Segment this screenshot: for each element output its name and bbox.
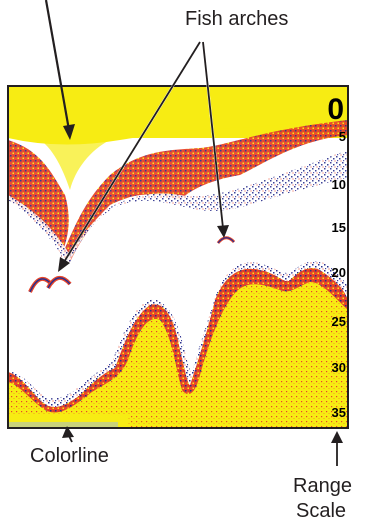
- range-tick-label: 25: [332, 314, 346, 329]
- range-tick-label: 35: [332, 405, 346, 420]
- callout-arrows: [44, 0, 343, 466]
- range-scale-label-line1: Range: [293, 475, 352, 497]
- range-scale: 0 5 10 15 20 25 30 35: [327, 93, 346, 420]
- range-tick-label: 15: [332, 220, 346, 235]
- surface-arrow: [44, 0, 71, 131]
- sonar-screen: [8, 86, 348, 428]
- fish-arch-arrow-left: [63, 41, 201, 263]
- range-scale-label-line2: Scale: [296, 500, 347, 522]
- range-tick-label: 10: [332, 177, 346, 192]
- fish-arch-arrow-right: [202, 41, 224, 229]
- range-top-label: 0: [327, 93, 344, 126]
- colorline-label: Colorline: [30, 445, 109, 467]
- sonar-frame: [7, 85, 349, 429]
- surface-clutter-edge: [8, 120, 348, 262]
- fish-arches-label: Fish arches: [185, 8, 289, 30]
- range-tick-label: 20: [332, 265, 346, 280]
- range-tick-label: 5: [339, 129, 346, 144]
- range-tick-label: 30: [332, 360, 346, 375]
